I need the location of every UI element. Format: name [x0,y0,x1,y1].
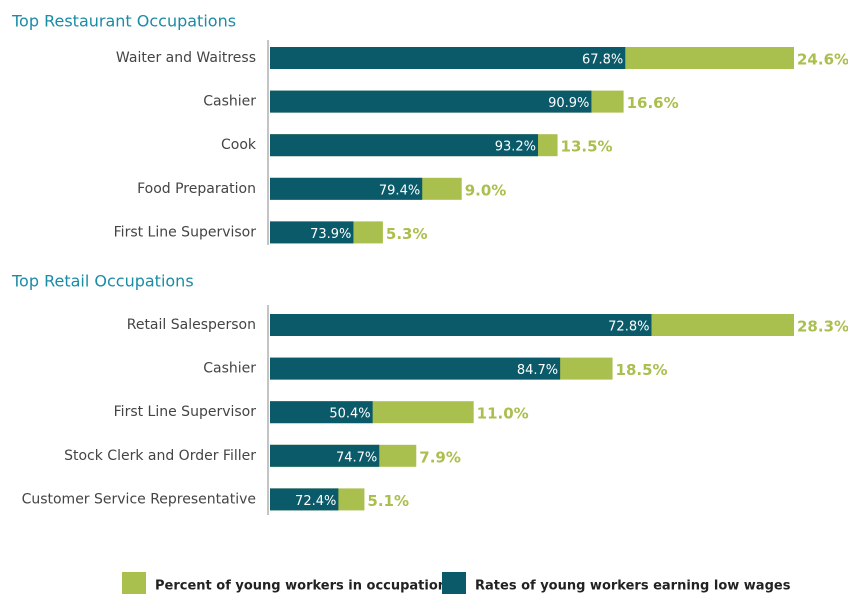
bar-rate [270,357,561,380]
category-label: Stock Clerk and Order Filler [64,448,256,464]
legend-label: Percent of young workers in occupation [155,579,447,594]
bar-rate [270,444,380,467]
rate-label: 67.8% [582,53,623,68]
share-label: 28.3% [797,318,848,336]
bar-rate [270,90,592,113]
category-label: First Line Supervisor [114,224,257,240]
share-label: 13.5% [561,138,613,156]
bar-rate [270,134,539,157]
rate-label: 72.4% [295,494,336,509]
bar-rate [270,221,354,244]
category-label: Customer Service Representative [22,491,256,507]
share-label: 18.5% [616,361,668,379]
category-label: Food Preparation [137,181,256,197]
bar-rate [270,401,373,424]
bar-rate [270,488,339,511]
category-label: Cashier [203,361,256,377]
rate-label: 79.4% [379,183,420,198]
category-label: Waiter and Waitress [116,50,256,66]
share-label: 16.6% [627,94,679,112]
bar-rate [270,177,423,200]
bar-rate [270,314,652,336]
rate-label: 72.8% [608,320,649,335]
legend-label: Rates of young workers earning low wages [475,579,791,594]
chart-title: Top Restaurant Occupations [11,12,236,31]
chart-title: Top Retail Occupations [11,272,194,291]
rate-label: 90.9% [548,96,589,111]
share-label: 24.6% [797,51,848,69]
rate-label: 84.7% [517,363,558,378]
rate-label: 50.4% [329,407,370,422]
share-label: 11.0% [477,405,529,423]
rate-label: 73.9% [310,227,351,242]
category-label: Retail Salesperson [127,317,256,333]
rate-label: 74.7% [336,450,377,465]
share-label: 7.9% [419,448,461,466]
share-label: 5.1% [367,492,409,510]
bar-rate [270,47,626,69]
legend-swatch [442,572,466,594]
category-label: First Line Supervisor [114,404,257,420]
category-label: Cashier [203,94,256,110]
share-label: 9.0% [465,181,507,199]
legend-swatch [122,572,146,594]
rate-label: 93.2% [495,140,536,155]
category-label: Cook [221,137,257,153]
share-label: 5.3% [386,225,428,243]
